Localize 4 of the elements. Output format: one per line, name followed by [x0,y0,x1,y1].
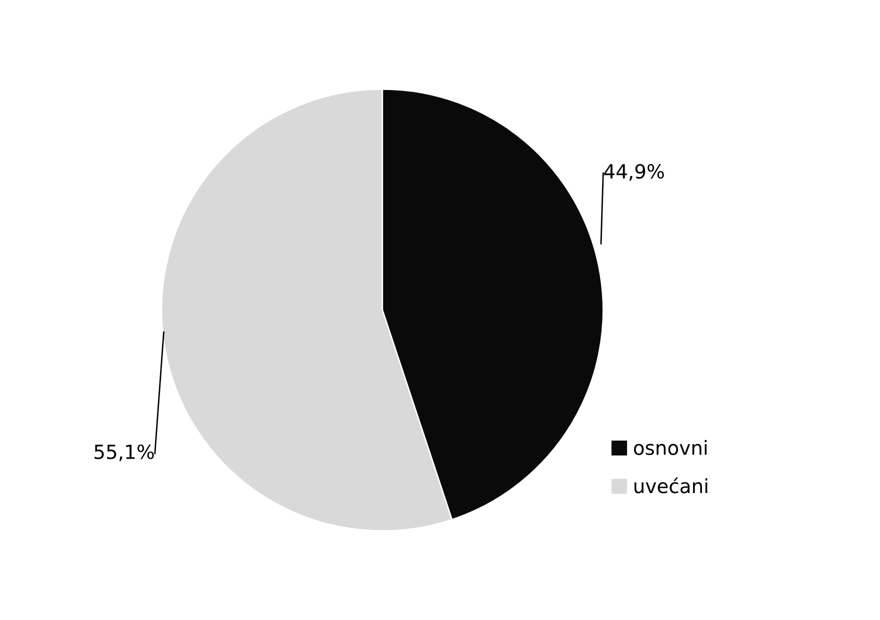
legend-label: osnovni [634,440,707,456]
legend-label: uvećani [634,478,708,494]
data-label: 55,1% [94,444,154,462]
data-label: 44,9% [604,164,664,181]
